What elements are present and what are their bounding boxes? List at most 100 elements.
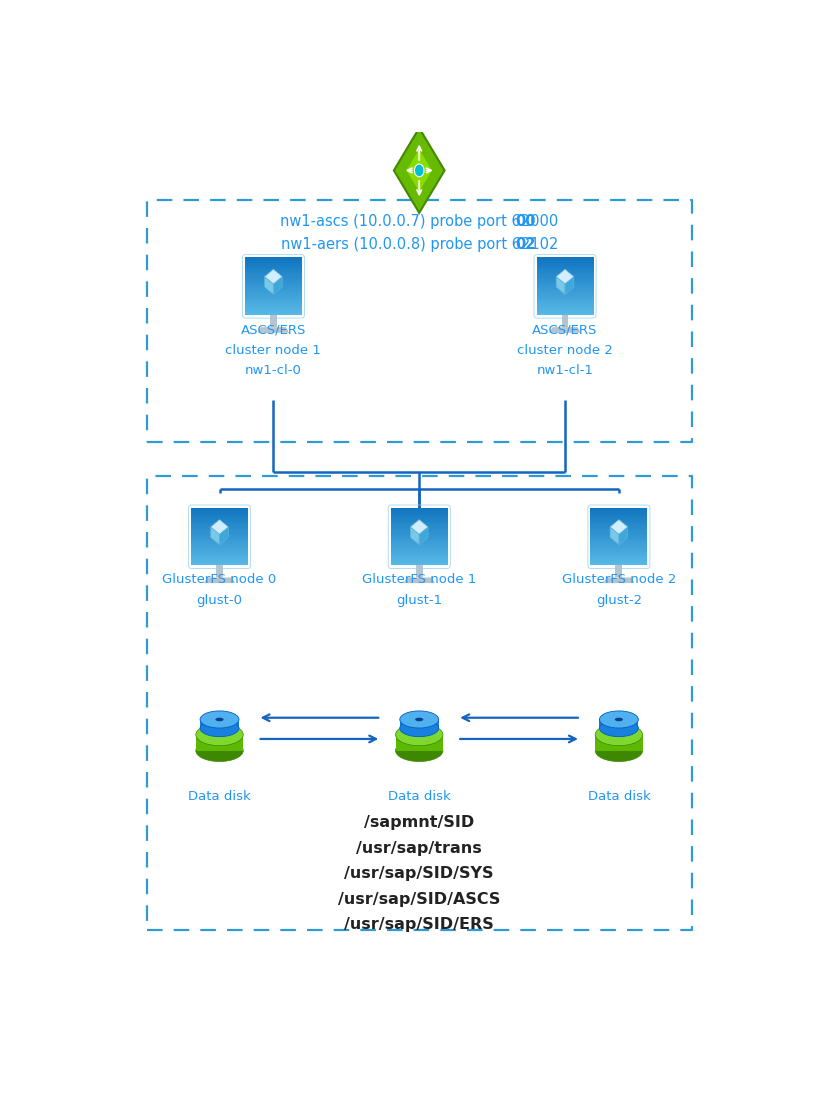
FancyBboxPatch shape: [391, 528, 447, 531]
Text: Data disk: Data disk: [587, 790, 650, 803]
FancyBboxPatch shape: [191, 553, 248, 555]
FancyBboxPatch shape: [191, 536, 248, 539]
FancyBboxPatch shape: [391, 553, 447, 555]
Polygon shape: [550, 327, 581, 333]
FancyBboxPatch shape: [191, 527, 248, 529]
FancyBboxPatch shape: [591, 528, 647, 531]
FancyBboxPatch shape: [591, 557, 647, 560]
FancyBboxPatch shape: [591, 551, 647, 553]
Text: GlusterFS node 2: GlusterFS node 2: [562, 573, 676, 586]
FancyBboxPatch shape: [537, 278, 594, 281]
FancyBboxPatch shape: [245, 293, 302, 295]
FancyBboxPatch shape: [245, 257, 302, 260]
FancyBboxPatch shape: [591, 519, 647, 521]
FancyBboxPatch shape: [537, 291, 594, 294]
FancyBboxPatch shape: [537, 263, 594, 266]
Polygon shape: [403, 577, 435, 583]
Polygon shape: [610, 520, 627, 534]
FancyBboxPatch shape: [537, 285, 594, 289]
FancyBboxPatch shape: [391, 540, 447, 542]
FancyBboxPatch shape: [416, 565, 423, 577]
Text: ASCS/ERS: ASCS/ERS: [240, 323, 306, 336]
FancyBboxPatch shape: [391, 559, 447, 561]
FancyBboxPatch shape: [245, 304, 302, 307]
FancyBboxPatch shape: [245, 267, 302, 269]
FancyBboxPatch shape: [591, 514, 647, 516]
Text: glust-2: glust-2: [596, 594, 642, 607]
Polygon shape: [264, 277, 273, 294]
Polygon shape: [420, 527, 428, 544]
FancyBboxPatch shape: [191, 519, 248, 521]
FancyBboxPatch shape: [591, 515, 647, 518]
Text: Data disk: Data disk: [388, 790, 451, 803]
FancyBboxPatch shape: [391, 530, 447, 533]
FancyBboxPatch shape: [391, 545, 447, 548]
FancyBboxPatch shape: [245, 295, 302, 298]
FancyBboxPatch shape: [537, 274, 594, 277]
Text: Data disk: Data disk: [188, 790, 251, 803]
Polygon shape: [556, 269, 574, 284]
FancyBboxPatch shape: [537, 259, 594, 262]
Polygon shape: [394, 128, 445, 213]
FancyBboxPatch shape: [537, 299, 594, 302]
FancyBboxPatch shape: [537, 272, 594, 276]
FancyBboxPatch shape: [537, 264, 594, 268]
FancyBboxPatch shape: [191, 538, 248, 540]
Ellipse shape: [396, 724, 443, 746]
FancyBboxPatch shape: [191, 557, 248, 560]
FancyBboxPatch shape: [591, 530, 647, 533]
FancyBboxPatch shape: [391, 511, 447, 514]
Polygon shape: [411, 527, 420, 544]
FancyBboxPatch shape: [391, 548, 447, 550]
FancyBboxPatch shape: [537, 301, 594, 303]
Polygon shape: [264, 269, 282, 284]
FancyBboxPatch shape: [245, 290, 302, 292]
FancyBboxPatch shape: [245, 309, 302, 311]
FancyBboxPatch shape: [191, 545, 248, 548]
FancyBboxPatch shape: [191, 554, 248, 558]
Polygon shape: [204, 577, 236, 583]
Ellipse shape: [215, 717, 223, 722]
FancyBboxPatch shape: [191, 541, 248, 544]
Ellipse shape: [200, 711, 239, 728]
FancyBboxPatch shape: [591, 517, 647, 520]
FancyBboxPatch shape: [591, 561, 647, 563]
FancyBboxPatch shape: [537, 277, 594, 279]
FancyBboxPatch shape: [391, 534, 447, 537]
FancyBboxPatch shape: [537, 288, 594, 290]
Text: ASCS/ERS: ASCS/ERS: [533, 323, 598, 336]
FancyBboxPatch shape: [245, 296, 302, 300]
FancyBboxPatch shape: [591, 562, 647, 565]
Text: GlusterFS node 0: GlusterFS node 0: [163, 573, 276, 586]
FancyBboxPatch shape: [391, 541, 447, 544]
FancyBboxPatch shape: [245, 274, 302, 277]
FancyBboxPatch shape: [191, 509, 248, 512]
FancyBboxPatch shape: [245, 269, 302, 271]
FancyBboxPatch shape: [537, 270, 594, 273]
Text: 00: 00: [515, 214, 536, 229]
Ellipse shape: [396, 739, 443, 761]
FancyBboxPatch shape: [191, 525, 248, 527]
FancyBboxPatch shape: [537, 295, 594, 298]
Text: nw1-ascs (10.0.0.7) probe port 62000: nw1-ascs (10.0.0.7) probe port 62000: [280, 214, 559, 229]
FancyBboxPatch shape: [191, 514, 248, 516]
FancyBboxPatch shape: [537, 267, 594, 269]
FancyBboxPatch shape: [537, 310, 594, 313]
Ellipse shape: [196, 739, 243, 761]
Polygon shape: [219, 527, 228, 544]
FancyBboxPatch shape: [245, 310, 302, 313]
FancyBboxPatch shape: [191, 551, 248, 553]
FancyBboxPatch shape: [191, 511, 248, 514]
FancyBboxPatch shape: [191, 508, 248, 510]
Ellipse shape: [400, 711, 438, 728]
Polygon shape: [407, 149, 432, 192]
FancyBboxPatch shape: [600, 720, 638, 728]
Polygon shape: [211, 527, 219, 544]
FancyBboxPatch shape: [591, 534, 647, 537]
FancyBboxPatch shape: [591, 540, 647, 542]
Text: /sapmnt/SID: /sapmnt/SID: [364, 815, 474, 830]
Text: cluster node 1: cluster node 1: [226, 344, 321, 357]
FancyBboxPatch shape: [537, 306, 594, 309]
FancyBboxPatch shape: [245, 283, 302, 287]
Polygon shape: [619, 527, 627, 544]
